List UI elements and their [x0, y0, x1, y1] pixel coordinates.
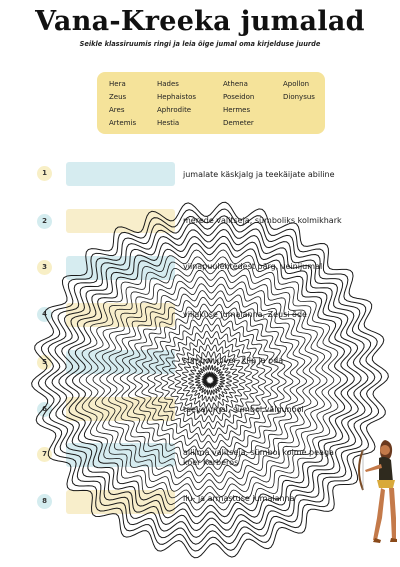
clue-text: ilu- ja armastuse jumalanna	[183, 494, 295, 503]
answer-field[interactable]	[66, 443, 175, 467]
clue-number: 7	[37, 447, 52, 462]
clue-text: taevajumal, sümbol välgunool	[183, 405, 304, 414]
word-bank-item: Ares	[109, 106, 125, 114]
spiral-ring	[194, 364, 226, 396]
clue-number: 8	[37, 494, 52, 509]
answer-field[interactable]	[66, 490, 175, 514]
word-bank: Hera Hades Athena Apollon Zeus Hephaisto…	[97, 72, 325, 134]
spiral-ring	[201, 371, 219, 389]
answer-field[interactable]	[66, 256, 175, 280]
clue-text: sümbol kiiver, kilp ja oda	[183, 356, 284, 365]
answer-field[interactable]	[66, 350, 175, 374]
clue-number: 3	[37, 260, 52, 275]
word-bank-item: Aphrodite	[157, 106, 192, 114]
spiral-ring	[147, 317, 273, 443]
word-bank-item: Hephaistos	[157, 93, 197, 101]
clue-number: 6	[37, 402, 52, 417]
clue-number: 1	[37, 166, 52, 181]
clue-number: 5	[37, 355, 52, 370]
word-bank-item: Artemis	[109, 119, 137, 127]
clue-text: viljakuse jumalanna, Zeusi õde	[183, 310, 307, 319]
answer-field[interactable]	[66, 397, 175, 421]
page-subtitle: Seikle klassiruumis ringi ja leia õige j…	[79, 40, 321, 48]
answer-field[interactable]	[66, 303, 175, 327]
page-title: Vana-Kreeka jumalad	[35, 6, 365, 37]
word-bank-item: Zeus	[109, 93, 127, 101]
answer-field[interactable]	[66, 162, 175, 186]
archer-illustration	[358, 440, 397, 543]
clue-number: 2	[37, 214, 52, 229]
word-bank-item: Dionysus	[283, 93, 315, 101]
spiral-ring	[78, 249, 342, 511]
spiral-ring	[71, 242, 349, 518]
word-bank-item: Hermes	[223, 106, 251, 114]
word-bank-item: Athena	[223, 80, 248, 88]
spiral-ring	[140, 310, 280, 450]
answer-field[interactable]	[66, 209, 175, 233]
clue-text: allilma valitseja, sümbol kolme peaga	[183, 448, 334, 457]
clue-text: viinapuulehtedest pärg, veinijumal	[183, 262, 323, 271]
clue-number: 4	[37, 307, 52, 322]
word-bank-item: Hera	[109, 80, 126, 88]
word-bank-item: Hestia	[157, 119, 180, 127]
clue-text: merede valitseja, sümboliks kolmikhark	[183, 216, 342, 225]
word-bank-item: Demeter	[223, 119, 254, 127]
word-bank-item: Apollon	[283, 80, 310, 88]
word-bank-item: Hades	[157, 80, 179, 88]
clue-text: jumalate käskjalg ja teekäijate abiline	[183, 170, 335, 179]
clue-text-line2: koer Kerberos	[183, 458, 239, 467]
word-bank-item: Poseidon	[223, 93, 255, 101]
